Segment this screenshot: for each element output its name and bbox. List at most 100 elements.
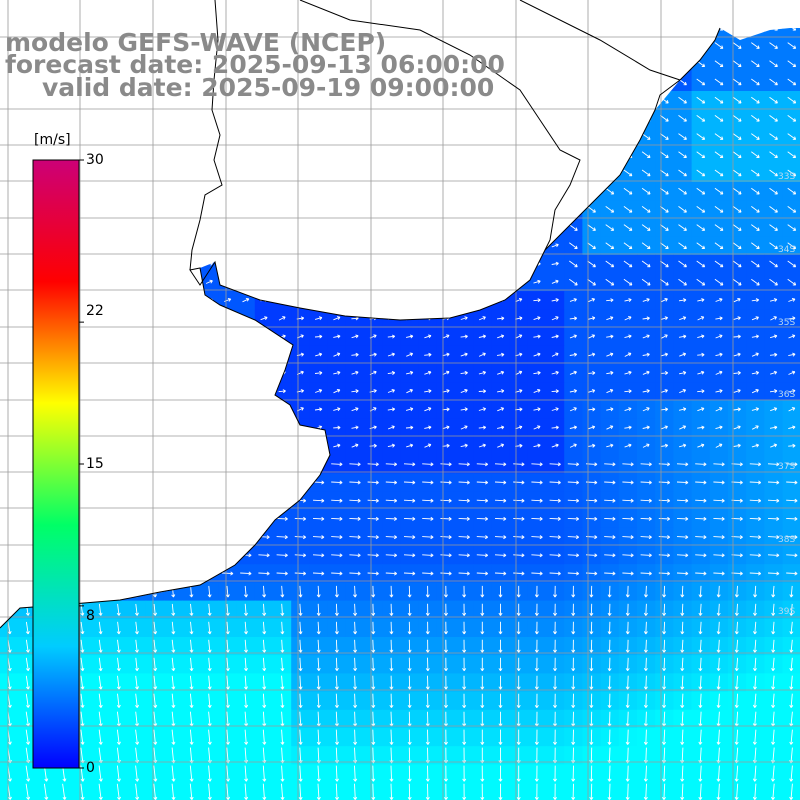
wind-arrow bbox=[607, 657, 612, 672]
wind-arrow bbox=[440, 480, 452, 485]
wind-arrow bbox=[353, 657, 358, 672]
wind-arrow bbox=[494, 571, 507, 576]
wind-arrow bbox=[462, 729, 467, 745]
wind-arrow bbox=[788, 425, 796, 430]
wind-arrow bbox=[679, 316, 687, 321]
wind-arrow bbox=[312, 516, 325, 521]
wind-arrow bbox=[98, 603, 103, 616]
wind-arrow bbox=[734, 765, 739, 782]
wind-arrow bbox=[662, 693, 667, 708]
wind-arrow bbox=[316, 621, 321, 635]
wind-arrow bbox=[787, 151, 797, 159]
wind-cell bbox=[782, 109, 800, 128]
wind-arrow bbox=[786, 498, 798, 503]
wind-arrow bbox=[770, 370, 778, 375]
wind-arrow bbox=[678, 187, 687, 195]
wind-arrow bbox=[551, 443, 559, 448]
wind-arrow bbox=[606, 443, 614, 448]
wind-arrow bbox=[207, 639, 212, 653]
wind-arrow bbox=[207, 675, 212, 690]
wind-arrow bbox=[733, 334, 741, 339]
valid-date-label: valid date: 2025-09-19 09:00:00 bbox=[42, 73, 495, 102]
wind-arrow bbox=[731, 462, 743, 467]
wind-arrow bbox=[571, 693, 576, 708]
wind-arrow bbox=[353, 585, 357, 598]
wind-arrow bbox=[676, 553, 689, 558]
wind-arrow bbox=[587, 278, 596, 286]
wind-arrow bbox=[498, 639, 503, 653]
wind-arrow bbox=[715, 407, 723, 412]
wind-arrow bbox=[403, 498, 416, 503]
wind-arrow bbox=[698, 585, 703, 598]
wind-arrow bbox=[371, 657, 376, 672]
wind-arrow bbox=[607, 621, 612, 635]
wind-arrow bbox=[533, 279, 541, 284]
wind-arrow bbox=[698, 603, 703, 616]
lat-label-37s: 37S bbox=[778, 462, 796, 472]
wind-arrow bbox=[551, 407, 559, 411]
wind-arrow bbox=[697, 352, 705, 357]
wind-arrow bbox=[316, 585, 321, 598]
wind-arrow bbox=[769, 78, 778, 86]
wind-arrow bbox=[714, 96, 724, 104]
wind-arrow bbox=[733, 297, 741, 303]
wind-arrow bbox=[331, 516, 343, 521]
wind-arrow bbox=[789, 585, 794, 598]
wind-arrow bbox=[622, 571, 634, 576]
wind-arrow bbox=[553, 729, 557, 745]
wind-arrow bbox=[587, 407, 596, 412]
wind-arrow bbox=[478, 370, 487, 375]
wind-arrow bbox=[513, 480, 525, 485]
wind-arrow bbox=[606, 334, 614, 339]
wind-arrow bbox=[244, 603, 248, 616]
wind-arrow bbox=[716, 639, 721, 653]
wind-arrow bbox=[442, 370, 450, 376]
wind-arrow bbox=[622, 462, 634, 467]
wind-arrow bbox=[786, 553, 798, 558]
wind-arrow bbox=[715, 370, 723, 375]
wind-arrow bbox=[476, 498, 489, 503]
wind-arrow bbox=[643, 603, 648, 616]
wind-arrow bbox=[789, 621, 794, 635]
wind-arrow bbox=[407, 621, 412, 635]
wind-arrow bbox=[135, 783, 140, 800]
wind-arrow bbox=[697, 334, 705, 339]
wind-arrow bbox=[371, 729, 376, 745]
wind-arrow bbox=[258, 553, 270, 558]
lat-label-38s: 38S bbox=[778, 535, 796, 545]
wind-arrow bbox=[533, 298, 541, 303]
wind-arrow bbox=[407, 693, 412, 708]
wind-arrow bbox=[733, 316, 741, 321]
wind-arrow bbox=[333, 334, 341, 339]
wind-arrow bbox=[494, 553, 507, 558]
wind-arrow bbox=[769, 187, 778, 195]
wind-arrow bbox=[516, 783, 521, 800]
wind-arrow bbox=[769, 60, 778, 68]
wind-arrow bbox=[534, 585, 539, 598]
wind-arrow bbox=[732, 206, 742, 213]
wind-arrow bbox=[660, 133, 669, 140]
wind-arrow bbox=[787, 28, 797, 31]
wind-arrow bbox=[714, 242, 724, 250]
wind-arrow bbox=[789, 675, 794, 690]
wind-arrow bbox=[334, 585, 339, 598]
wind-arrow bbox=[680, 675, 685, 690]
wind-arrow bbox=[660, 115, 669, 122]
wind-arrow bbox=[497, 443, 505, 448]
wind-arrow bbox=[569, 443, 577, 448]
wind-arrow bbox=[498, 765, 503, 782]
wind-arrow bbox=[515, 352, 523, 357]
wind-arrow bbox=[353, 693, 358, 708]
wind-arrow bbox=[262, 693, 267, 708]
wind-arrow bbox=[516, 693, 521, 708]
wind-arrow bbox=[787, 206, 797, 213]
wind-arrow bbox=[698, 693, 703, 708]
wind-arrow bbox=[751, 316, 759, 321]
wind-arrow bbox=[787, 260, 797, 268]
wind-arrow bbox=[403, 480, 416, 485]
colorbar-tick-8: 8 bbox=[86, 608, 95, 624]
wind-arrow bbox=[334, 621, 339, 635]
wind-arrow bbox=[424, 443, 432, 448]
wind-arrow bbox=[478, 352, 486, 357]
wind-arrow bbox=[425, 585, 430, 598]
